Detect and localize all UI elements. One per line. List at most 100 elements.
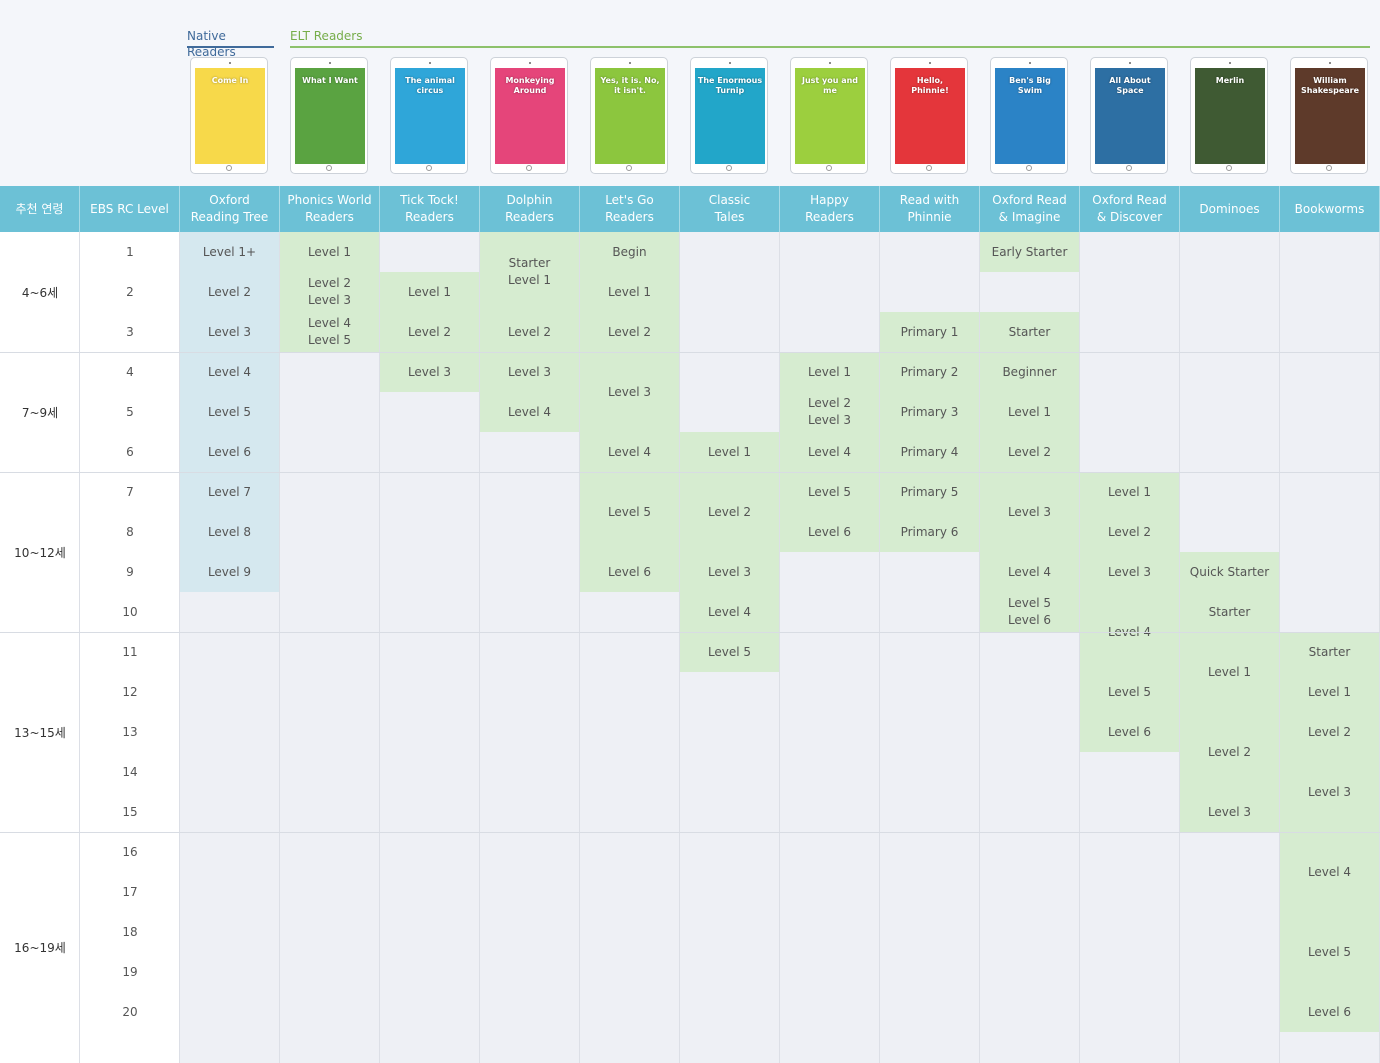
level-cell: Primary 5 xyxy=(880,472,979,512)
tablet-home-button xyxy=(826,165,832,171)
level-cell: Level 5 xyxy=(780,472,879,512)
cover-image: What I Want xyxy=(295,68,365,164)
book-cover[interactable]: Merlin xyxy=(1190,57,1268,174)
cover-image: Just you and me xyxy=(795,68,865,164)
level-cell: Level 1 xyxy=(1180,632,1279,712)
level-cell: Begin xyxy=(580,232,679,272)
tablet-home-button xyxy=(926,165,932,171)
level-cell: Level 4 xyxy=(980,552,1079,592)
level-cell: Level 6 xyxy=(780,512,879,552)
header-series: Read with Phinnie xyxy=(880,186,980,232)
level-cell: Level 1 xyxy=(980,392,1079,432)
series-column xyxy=(480,232,580,1063)
level-cell: Level 1+ xyxy=(180,232,279,272)
ebs-level-number: 6 xyxy=(126,445,134,459)
tablet-home-button xyxy=(1226,165,1232,171)
level-cell: Level 2 Level 3 xyxy=(280,272,379,312)
series-column xyxy=(680,232,780,1063)
series-column xyxy=(980,232,1080,1063)
age-divider xyxy=(0,472,1380,473)
ebs-level-number: 1 xyxy=(126,245,134,259)
cover-title: The animal circus xyxy=(405,76,455,95)
ebs-level-number: 18 xyxy=(122,925,138,939)
level-cell: Level 2 xyxy=(980,432,1079,472)
tablet-camera xyxy=(829,62,831,64)
tab-native-readers[interactable]: Native Readers xyxy=(187,28,274,59)
level-cell: Level 1 xyxy=(680,432,779,472)
level-cell: Starter xyxy=(980,312,1079,352)
level-cell: Level 5 xyxy=(1280,912,1379,992)
cover-image: William Shakespeare xyxy=(1295,68,1365,164)
tablet-camera xyxy=(1229,62,1231,64)
age-group: 10~12세 xyxy=(14,545,66,560)
book-cover[interactable]: The Enormous Turnip xyxy=(690,57,768,174)
ebs-level-number: 20 xyxy=(122,1005,138,1019)
book-cover[interactable]: The animal circus xyxy=(390,57,468,174)
header-series: Bookworms xyxy=(1280,186,1380,232)
level-cell: Level 3 xyxy=(1180,792,1279,832)
book-cover[interactable]: Monkeying Around xyxy=(490,57,568,174)
age-group: 4~6세 xyxy=(21,285,59,300)
ebs-level-number: 17 xyxy=(122,885,138,899)
level-cell: Primary 4 xyxy=(880,432,979,472)
age-group: 16~19세 xyxy=(14,941,66,955)
level-cell: Level 5 xyxy=(680,632,779,672)
level-cell: Level 3 xyxy=(980,472,1079,552)
series-column xyxy=(1180,232,1280,1063)
book-cover[interactable]: All About Space xyxy=(1090,57,1168,174)
ebs-level-column xyxy=(80,232,180,1063)
ebs-level-number: 15 xyxy=(122,805,138,819)
level-cell: Level 4 xyxy=(1280,832,1379,912)
book-cover[interactable]: William Shakespeare xyxy=(1290,57,1368,174)
header-series: Oxford Read & Discover xyxy=(1080,186,1180,232)
ebs-level-number: 12 xyxy=(122,685,138,699)
series-column xyxy=(580,232,680,1063)
ebs-level-number: 11 xyxy=(122,645,138,659)
level-cell: Level 1 xyxy=(280,232,379,272)
tablet-camera xyxy=(229,62,231,64)
level-cell: Level 4 xyxy=(680,592,779,632)
cover-title: Just you and me xyxy=(801,76,859,95)
level-cell: Level 2 xyxy=(180,272,279,312)
level-cell: Level 6 xyxy=(180,432,279,472)
book-cover[interactable]: Yes, it is. No, it isn't. xyxy=(590,57,668,174)
header-series: Oxford Read & Imagine xyxy=(980,186,1080,232)
level-cell: Level 5 xyxy=(180,392,279,432)
tablet-camera xyxy=(729,62,731,64)
cover-image: The Enormous Turnip xyxy=(695,68,765,164)
series-column xyxy=(1080,232,1180,1063)
level-cell: Level 4 xyxy=(180,352,279,392)
tablet-camera xyxy=(929,62,931,64)
cover-title: What I Want xyxy=(302,76,358,85)
cover-image: The animal circus xyxy=(395,68,465,164)
ebs-level-number: 14 xyxy=(122,765,138,779)
tablet-home-button xyxy=(426,165,432,171)
header-series: Classic Tales xyxy=(680,186,780,232)
header-series: Let's Go Readers xyxy=(580,186,680,232)
level-cell: Early Starter xyxy=(980,232,1079,272)
level-cell: Level 6 xyxy=(1080,712,1179,752)
book-cover[interactable]: Ben's Big Swim xyxy=(990,57,1068,174)
tab-elt-readers[interactable]: ELT Readers xyxy=(290,28,1370,48)
level-cell: Level 2 xyxy=(1080,512,1179,552)
level-cell: Level 5 Level 6 xyxy=(980,592,1079,632)
tablet-home-button xyxy=(1326,165,1332,171)
tablet-camera xyxy=(329,62,331,64)
level-cell: Level 1 xyxy=(1280,672,1379,712)
level-cell: Starter xyxy=(1280,632,1379,672)
header-ebs-level: EBS RC Level xyxy=(80,186,180,232)
book-cover[interactable]: Just you and me xyxy=(790,57,868,174)
level-cell: Level 2 xyxy=(480,312,579,352)
cover-image: All About Space xyxy=(1095,68,1165,164)
level-cell: Level 3 xyxy=(480,352,579,392)
level-cell: Starter xyxy=(1180,592,1279,632)
cover-image: Yes, it is. No, it isn't. xyxy=(595,68,665,164)
age-divider xyxy=(0,352,1380,353)
tablet-home-button xyxy=(1026,165,1032,171)
tablet-home-button xyxy=(626,165,632,171)
level-cell: Level 6 xyxy=(1280,992,1379,1032)
cover-title: All About Space xyxy=(1109,76,1151,95)
book-cover[interactable]: Come In xyxy=(190,57,268,174)
book-cover[interactable]: What I Want xyxy=(290,57,368,174)
book-cover[interactable]: Hello, Phinnie! xyxy=(890,57,968,174)
